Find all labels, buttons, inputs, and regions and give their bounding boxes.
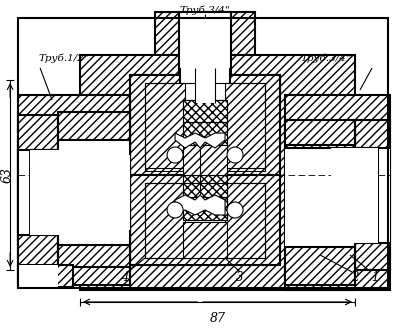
- Bar: [145, 183, 265, 258]
- Bar: [183, 197, 227, 220]
- Bar: [183, 145, 227, 175]
- Wedge shape: [30, 150, 72, 234]
- Text: Труб.3/4": Труб.3/4": [180, 5, 230, 14]
- Bar: [285, 120, 355, 285]
- Bar: [285, 145, 390, 245]
- Circle shape: [167, 147, 183, 163]
- Bar: [130, 75, 280, 175]
- Bar: [145, 183, 185, 258]
- Bar: [145, 83, 185, 171]
- Bar: [355, 148, 390, 243]
- Text: 2: 2: [351, 271, 359, 285]
- Polygon shape: [175, 195, 225, 215]
- Bar: [18, 18, 388, 288]
- Bar: [285, 95, 390, 290]
- Circle shape: [227, 147, 243, 163]
- Bar: [195, 68, 215, 103]
- Bar: [183, 100, 227, 145]
- Bar: [331, 148, 378, 243]
- Bar: [58, 140, 130, 245]
- Text: 4: 4: [121, 271, 129, 285]
- Bar: [18, 115, 58, 270]
- Text: 87: 87: [210, 312, 226, 325]
- Bar: [183, 222, 227, 258]
- Bar: [80, 55, 355, 290]
- Bar: [183, 175, 227, 197]
- Bar: [18, 265, 73, 287]
- Bar: [130, 175, 280, 265]
- Bar: [18, 145, 130, 240]
- Text: Труб.1/2": Труб.1/2": [38, 53, 89, 63]
- Bar: [155, 12, 255, 74]
- Wedge shape: [331, 148, 378, 242]
- Bar: [130, 175, 280, 260]
- Circle shape: [227, 202, 243, 218]
- Bar: [183, 175, 227, 220]
- Bar: [183, 122, 227, 145]
- Circle shape: [167, 202, 183, 218]
- Bar: [18, 150, 58, 235]
- Text: 63: 63: [1, 167, 13, 183]
- Bar: [183, 100, 227, 122]
- Bar: [145, 83, 265, 168]
- Bar: [168, 68, 242, 83]
- Bar: [180, 68, 230, 83]
- Bar: [58, 112, 130, 267]
- Text: 1: 1: [371, 271, 379, 285]
- Bar: [285, 148, 355, 247]
- Bar: [18, 265, 58, 287]
- Bar: [130, 75, 280, 175]
- Bar: [18, 95, 130, 285]
- Polygon shape: [175, 133, 225, 148]
- Bar: [42, 155, 130, 230]
- Bar: [225, 183, 265, 258]
- Bar: [30, 150, 72, 235]
- Bar: [225, 83, 265, 171]
- Bar: [179, 12, 231, 74]
- Text: 3: 3: [236, 271, 244, 285]
- Bar: [355, 120, 390, 270]
- Text: Труб.3/4": Труб.3/4": [300, 53, 351, 63]
